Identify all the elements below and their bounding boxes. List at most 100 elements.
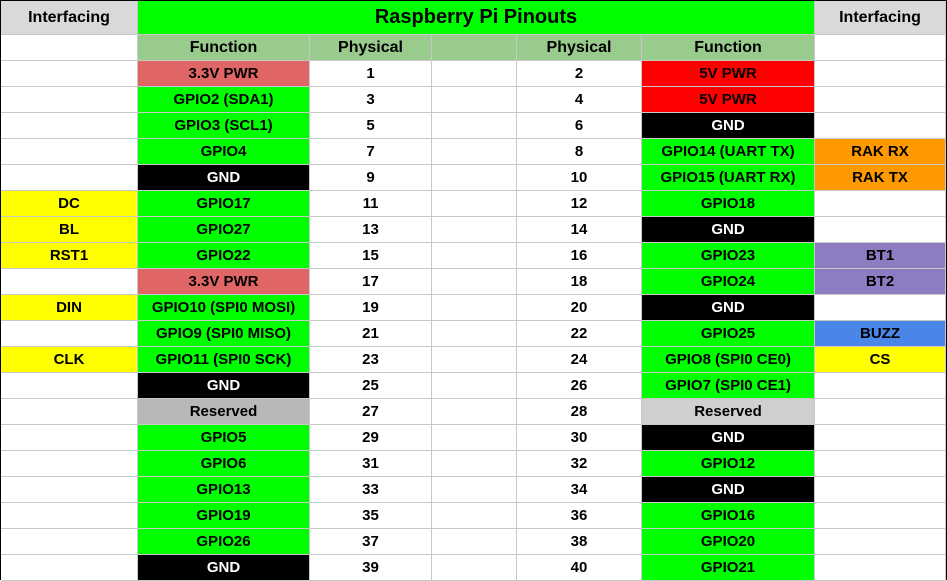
- left-interfacing-cell: [1, 113, 138, 139]
- right-physical-pin: 14: [517, 217, 642, 243]
- right-function-cell: GND: [642, 295, 815, 321]
- left-interfacing-cell: [1, 373, 138, 399]
- left-interfacing-cell: [1, 529, 138, 555]
- left-physical-pin: 21: [310, 321, 432, 347]
- left-physical-pin: 9: [310, 165, 432, 191]
- right-interfacing-cell: [815, 503, 946, 529]
- left-function-cell: GPIO10 (SPI0 MOSI): [138, 295, 310, 321]
- left-interfacing-cell: [1, 139, 138, 165]
- right-interfacing-cell: [815, 191, 946, 217]
- right-interfacing-cell: BUZZ: [815, 321, 946, 347]
- right-physical-pin: 30: [517, 425, 642, 451]
- right-interfacing-cell: [815, 295, 946, 321]
- right-function-cell: GND: [642, 113, 815, 139]
- right-function-cell: GPIO15 (UART RX): [642, 165, 815, 191]
- right-physical-pin: 2: [517, 61, 642, 87]
- left-physical-pin: 7: [310, 139, 432, 165]
- right-interfacing-cell: [815, 113, 946, 139]
- left-function-cell: GPIO13: [138, 477, 310, 503]
- left-function-cell: 3.3V PWR: [138, 269, 310, 295]
- center-gap-header: [432, 35, 517, 61]
- left-physical-pin: 29: [310, 425, 432, 451]
- left-function-cell: GPIO9 (SPI0 MISO): [138, 321, 310, 347]
- left-interfacing-cell: [1, 399, 138, 425]
- center-gap-cell: [432, 503, 517, 529]
- center-gap-cell: [432, 139, 517, 165]
- left-interfacing-header: Interfacing: [1, 1, 138, 35]
- right-interfacing-cell: [815, 529, 946, 555]
- right-interfacing-cell: [815, 217, 946, 243]
- right-function-cell: GND: [642, 217, 815, 243]
- left-function-cell: GPIO3 (SCL1): [138, 113, 310, 139]
- center-gap-cell: [432, 373, 517, 399]
- right-physical-pin: 26: [517, 373, 642, 399]
- right-function-cell: Reserved: [642, 399, 815, 425]
- left-function-cell: GPIO26: [138, 529, 310, 555]
- left-physical-pin: 17: [310, 269, 432, 295]
- right-function-cell: 5V PWR: [642, 61, 815, 87]
- center-gap-cell: [432, 529, 517, 555]
- right-function-cell: GPIO18: [642, 191, 815, 217]
- center-gap-cell: [432, 243, 517, 269]
- left-physical-pin: 13: [310, 217, 432, 243]
- left-physical-pin: 35: [310, 503, 432, 529]
- right-interfacing-cell: CS: [815, 347, 946, 373]
- right-interfacing-cell: [815, 373, 946, 399]
- center-gap-cell: [432, 217, 517, 243]
- right-interfacing-cell: RAK TX: [815, 165, 946, 191]
- right-function-cell: 5V PWR: [642, 87, 815, 113]
- right-interfacing-cell: [815, 477, 946, 503]
- left-physical-pin: 15: [310, 243, 432, 269]
- left-interfacing-cell: [1, 321, 138, 347]
- right-physical-pin: 38: [517, 529, 642, 555]
- left-function-cell: GND: [138, 555, 310, 581]
- right-physical-pin: 4: [517, 87, 642, 113]
- left-function-cell: GPIO22: [138, 243, 310, 269]
- left-function-cell: GPIO5: [138, 425, 310, 451]
- left-function-cell: GPIO19: [138, 503, 310, 529]
- right-physical-header: Physical: [517, 35, 642, 61]
- right-function-cell: GPIO14 (UART TX): [642, 139, 815, 165]
- left-interfacing-cell: [1, 555, 138, 581]
- center-gap-cell: [432, 347, 517, 373]
- right-physical-pin: 16: [517, 243, 642, 269]
- right-interfacing-cell: [815, 87, 946, 113]
- left-physical-pin: 37: [310, 529, 432, 555]
- right-function-cell: GND: [642, 477, 815, 503]
- right-interfacing-cell: BT2: [815, 269, 946, 295]
- right-physical-pin: 28: [517, 399, 642, 425]
- right-interfacing-cell: [815, 555, 946, 581]
- left-function-cell: GPIO4: [138, 139, 310, 165]
- left-interfacing-cell: DC: [1, 191, 138, 217]
- left-physical-pin: 27: [310, 399, 432, 425]
- right-function-cell: GPIO7 (SPI0 CE1): [642, 373, 815, 399]
- left-interfacing-cell: [1, 269, 138, 295]
- left-interfacing-cell: [1, 87, 138, 113]
- left-physical-pin: 39: [310, 555, 432, 581]
- left-physical-pin: 11: [310, 191, 432, 217]
- right-function-cell: GPIO25: [642, 321, 815, 347]
- left-function-cell: GND: [138, 373, 310, 399]
- center-gap-cell: [432, 165, 517, 191]
- center-gap-cell: [432, 61, 517, 87]
- right-physical-pin: 36: [517, 503, 642, 529]
- right-function-header: Function: [642, 35, 815, 61]
- right-function-cell: GPIO23: [642, 243, 815, 269]
- left-function-cell: GND: [138, 165, 310, 191]
- right-interfacing-header: Interfacing: [815, 1, 946, 35]
- page-title: Raspberry Pi Pinouts: [138, 1, 815, 35]
- left-function-cell: Reserved: [138, 399, 310, 425]
- left-physical-pin: 19: [310, 295, 432, 321]
- center-gap-cell: [432, 191, 517, 217]
- left-physical-header: Physical: [310, 35, 432, 61]
- right-physical-pin: 12: [517, 191, 642, 217]
- left-physical-pin: 3: [310, 87, 432, 113]
- right-physical-pin: 6: [517, 113, 642, 139]
- left-physical-pin: 25: [310, 373, 432, 399]
- right-physical-pin: 22: [517, 321, 642, 347]
- left-interfacing-cell: [1, 451, 138, 477]
- left-interfacing-cell: BL: [1, 217, 138, 243]
- right-physical-pin: 24: [517, 347, 642, 373]
- right-physical-pin: 20: [517, 295, 642, 321]
